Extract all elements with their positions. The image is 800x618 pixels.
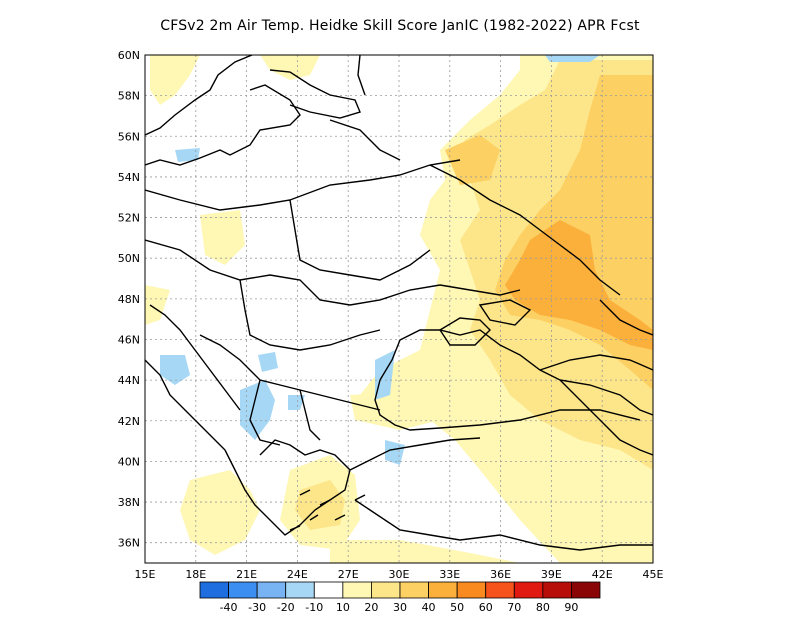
shade-neg10-balkans [240,380,275,440]
coastlines-and-borders [145,55,653,551]
colorbar-swatch [285,581,315,599]
longitude-labels: 15E 18E 21E 24E 27E 30E 33E 36E 39E 42E 45E [135,568,664,581]
russia-north-borders [329,55,401,161]
colorbar-swatch [313,581,344,599]
colorbar-swatch [485,581,515,599]
colorbar-label: -10 [305,601,323,614]
lon-label: 30E [389,568,410,581]
lon-label: 33E [439,568,460,581]
borders-caucasus [559,379,653,456]
lon-label: 21E [236,568,257,581]
colorbar-label: 10 [336,601,350,614]
map-title: CFSv2 2m Air Temp. Heidke Skill Score Ja… [160,18,640,34]
lat-label: 46N [118,333,140,346]
lat-label: 38N [118,496,140,509]
lon-label: 18E [185,568,206,581]
shade-neg10-albania [288,395,305,410]
shade-30-40-north [445,135,500,185]
gulf-coast [269,69,361,119]
shade-neg10-bosporus [385,440,405,465]
borders-north [145,159,461,281]
colorbar-swatch [256,581,287,599]
lat-label: 42N [118,415,140,428]
latitude-labels: 36N 38N 40N 42N 44N 46N 48N 50N 52N 54N 56N 58N 60N [118,49,140,550]
shade-neg10-serbia [258,352,278,372]
colorbar-label: -30 [248,601,266,614]
lat-label: 52N [118,212,140,225]
lon-label: 27E [338,568,359,581]
caspian-coast [599,299,653,336]
shade-10-20-north [260,55,320,80]
lat-label: 50N [118,252,140,265]
colorbar-label: 60 [479,601,493,614]
lat-label: 54N [118,171,140,184]
shade-neg10-baltic [175,148,200,162]
shade-10-20-west [200,210,245,265]
colorbar-label: 90 [564,601,578,614]
colorbar-swatch [228,581,258,599]
lon-label: 45E [643,568,664,581]
borders-balkans [199,334,381,446]
colorbar-label: 40 [422,601,436,614]
shade-10-20-central [350,390,440,430]
shade-10-20-northwest [150,55,200,105]
lon-label: 24E [287,568,308,581]
shade-40-50-east [505,220,653,350]
aegean-islands [289,489,366,531]
colorbar-label: 30 [393,601,407,614]
shade-10-20-southcentral [330,540,520,563]
lat-label: 44N [118,374,140,387]
lat-label: 48N [118,293,140,306]
lat-label: 60N [118,49,140,62]
borders-east [429,164,653,371]
colorbar-swatch [456,581,487,599]
colorbar-swatch [371,581,401,599]
crimea [439,317,491,346]
lat-label: 40N [118,455,140,468]
colorbar-swatch [428,581,458,599]
colorbar-label: -20 [277,601,295,614]
colorbar-swatch [513,581,544,599]
borders-central [145,239,441,351]
lon-label: 36E [490,568,511,581]
colorbar-swatch [199,581,229,599]
colorbar-swatch [571,581,601,599]
lon-label: 15E [135,568,156,581]
colorbar-label: 70 [507,601,521,614]
colorbar-label: 20 [364,601,378,614]
lat-label: 56N [118,130,140,143]
azov-sea [478,299,532,326]
colorbar-label: -40 [220,601,238,614]
turkey-coast [349,437,653,551]
adriatic-coast [145,304,241,451]
colorbar-label: 50 [450,601,464,614]
colorbar-label: 80 [536,601,550,614]
lon-label: 39E [541,568,562,581]
colorbar-swatch [342,581,372,599]
colorbar-swatch [399,581,429,599]
colorbar-swatch [542,581,572,599]
shade-neg10-north [545,55,600,62]
baltic-coastline [145,55,301,166]
colorbar: -40 -30 -20 -10 10 20 30 40 50 60 70 80 90 [199,581,601,614]
lat-label: 58N [118,90,140,103]
lat-label: 36N [118,537,140,550]
shade-neg10-adriatic [160,355,190,385]
shade-10-20-southwest [180,470,260,555]
map-frame [144,54,654,564]
lon-label: 42E [592,568,613,581]
shade-10-20-western-edge [145,285,170,325]
